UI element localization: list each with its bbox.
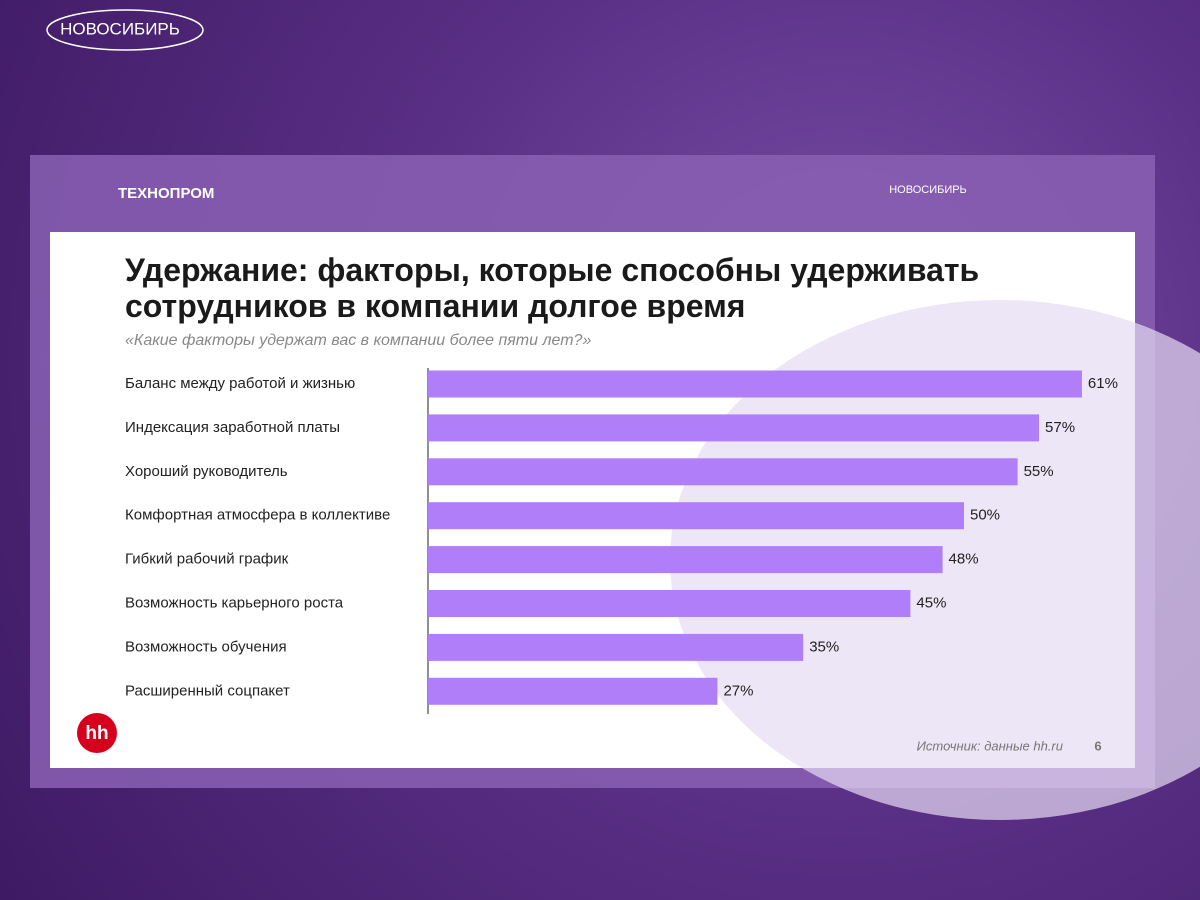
brand-logo: hh [85,723,108,744]
forum-logo: ТЕХНОПРОМ [118,185,214,202]
category-label: Хороший руководитель [125,463,288,480]
value-label: 48% [949,551,979,568]
category-label: Баланс между работой и жизнью [125,375,355,392]
partner-logo: НОВОСИБИРЬ [889,184,967,196]
category-label: Возможность обучения [125,638,287,655]
source-note: Источник: данные hh.ru [917,738,1063,753]
bar [428,458,1018,486]
value-label: 27% [723,682,753,699]
value-label: 35% [809,638,839,655]
chart-title: Удержание: факторы, которые способны уде… [125,252,980,324]
brand-logo-circle [77,713,117,753]
category-label: Комфортная атмосфера в коллективе [125,507,390,524]
value-label: 57% [1045,419,1075,436]
category-label: Расширенный соцпакет [125,682,290,699]
bar [428,633,804,661]
category-label: Индексация заработной платы [125,419,340,436]
value-label: 45% [916,594,946,611]
value-label: 55% [1024,463,1054,480]
bar [428,546,943,574]
chart-subtitle: «Какие факторы удержат вас в компании бо… [125,332,592,349]
bar [428,502,964,530]
category-label: Возможность карьерного роста [125,594,344,611]
value-label: 61% [1088,375,1118,392]
top-logo-ring [46,9,204,51]
bar [428,677,718,705]
value-label: 50% [970,507,1000,524]
category-label: Гибкий рабочий график [125,551,289,568]
top-logo: НОВОСИБИРЬ [60,19,180,38]
bar [428,414,1040,442]
bar [428,590,911,617]
page-number: 6 [1094,738,1101,753]
bar [428,370,1082,398]
